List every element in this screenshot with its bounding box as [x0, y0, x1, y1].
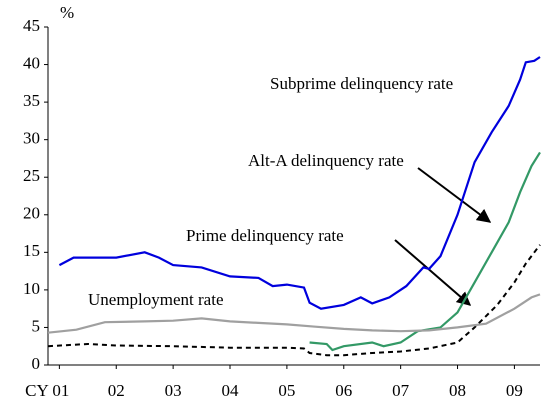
- y-tick-label: 40: [23, 53, 40, 72]
- x-tick-label: 04: [222, 381, 240, 400]
- x-tick-label: 09: [506, 381, 523, 400]
- annotation: Alt-A delinquency rate: [248, 151, 404, 170]
- y-tick-label: 0: [32, 354, 41, 373]
- x-tick-label: 03: [165, 381, 182, 400]
- x-tick-label: 05: [278, 381, 295, 400]
- y-tick-label: 30: [23, 129, 40, 148]
- series-line: [47, 244, 541, 357]
- series-line: [47, 293, 541, 334]
- y-tick-label: 15: [23, 241, 40, 260]
- y-tick-label: 35: [23, 91, 40, 110]
- y-tick-label: 5: [32, 316, 41, 335]
- series-line: [58, 56, 541, 310]
- x-tick-label: CY 01: [25, 381, 69, 400]
- y-tick-label: 45: [23, 16, 40, 35]
- x-tick-label: 08: [449, 381, 466, 400]
- y-unit: %: [60, 3, 74, 22]
- y-tick-label: 25: [23, 166, 40, 185]
- annotation: Unemployment rate: [88, 290, 224, 309]
- arrow: [394, 239, 472, 306]
- x-tick-label: 06: [335, 381, 352, 400]
- annotation: Prime delinquency rate: [186, 226, 344, 245]
- arrow: [417, 167, 492, 223]
- x-tick-label: 07: [392, 381, 410, 400]
- annotation: Subprime delinquency rate: [270, 74, 453, 93]
- x-tick-label: 02: [108, 381, 125, 400]
- y-tick-label: 20: [23, 204, 40, 223]
- y-tick-label: 10: [23, 279, 40, 298]
- series-line: [309, 151, 541, 352]
